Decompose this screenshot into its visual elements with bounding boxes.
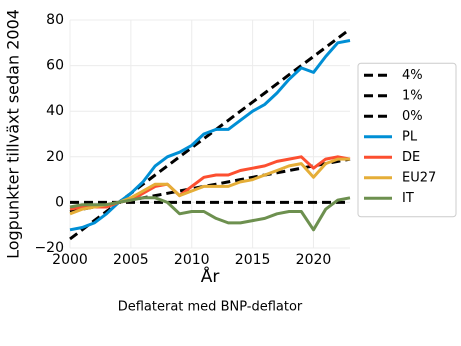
- x-axis-label: År: [201, 265, 220, 287]
- legend-label: 1%: [402, 88, 423, 103]
- series-line: [69, 196, 351, 232]
- x-tick-label: 2000: [52, 252, 88, 268]
- legend-label: DE: [402, 150, 420, 165]
- legend-label: 4%: [402, 68, 423, 83]
- legend-label: PL: [402, 129, 418, 144]
- y-tick-label: 60: [46, 58, 64, 74]
- x-tick-label: 2010: [174, 252, 210, 268]
- y-tick-label: 20: [46, 149, 64, 165]
- y-axis-label: Logpunkter tillväxt sedan 2004: [4, 9, 23, 259]
- legend-label: 0%: [402, 109, 423, 124]
- legend-label: EU27: [402, 170, 436, 185]
- y-tick-label: −20: [34, 240, 64, 256]
- legend: 4% 1% 0% PL DE EU27 IT: [357, 62, 457, 218]
- y-tick-label: 80: [46, 12, 64, 28]
- y-tick-label: 40: [46, 103, 64, 119]
- x-tick-label: 2020: [296, 252, 332, 268]
- x-tick-label: 2015: [235, 252, 271, 268]
- x-tick-label: 2005: [113, 252, 149, 268]
- caption: Deflaterat med BNP-deflator: [118, 300, 303, 315]
- legend-label: IT: [402, 191, 414, 206]
- y-tick-label: 0: [55, 194, 64, 210]
